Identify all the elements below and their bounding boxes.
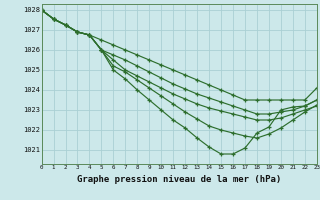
X-axis label: Graphe pression niveau de la mer (hPa): Graphe pression niveau de la mer (hPa) [77, 175, 281, 184]
